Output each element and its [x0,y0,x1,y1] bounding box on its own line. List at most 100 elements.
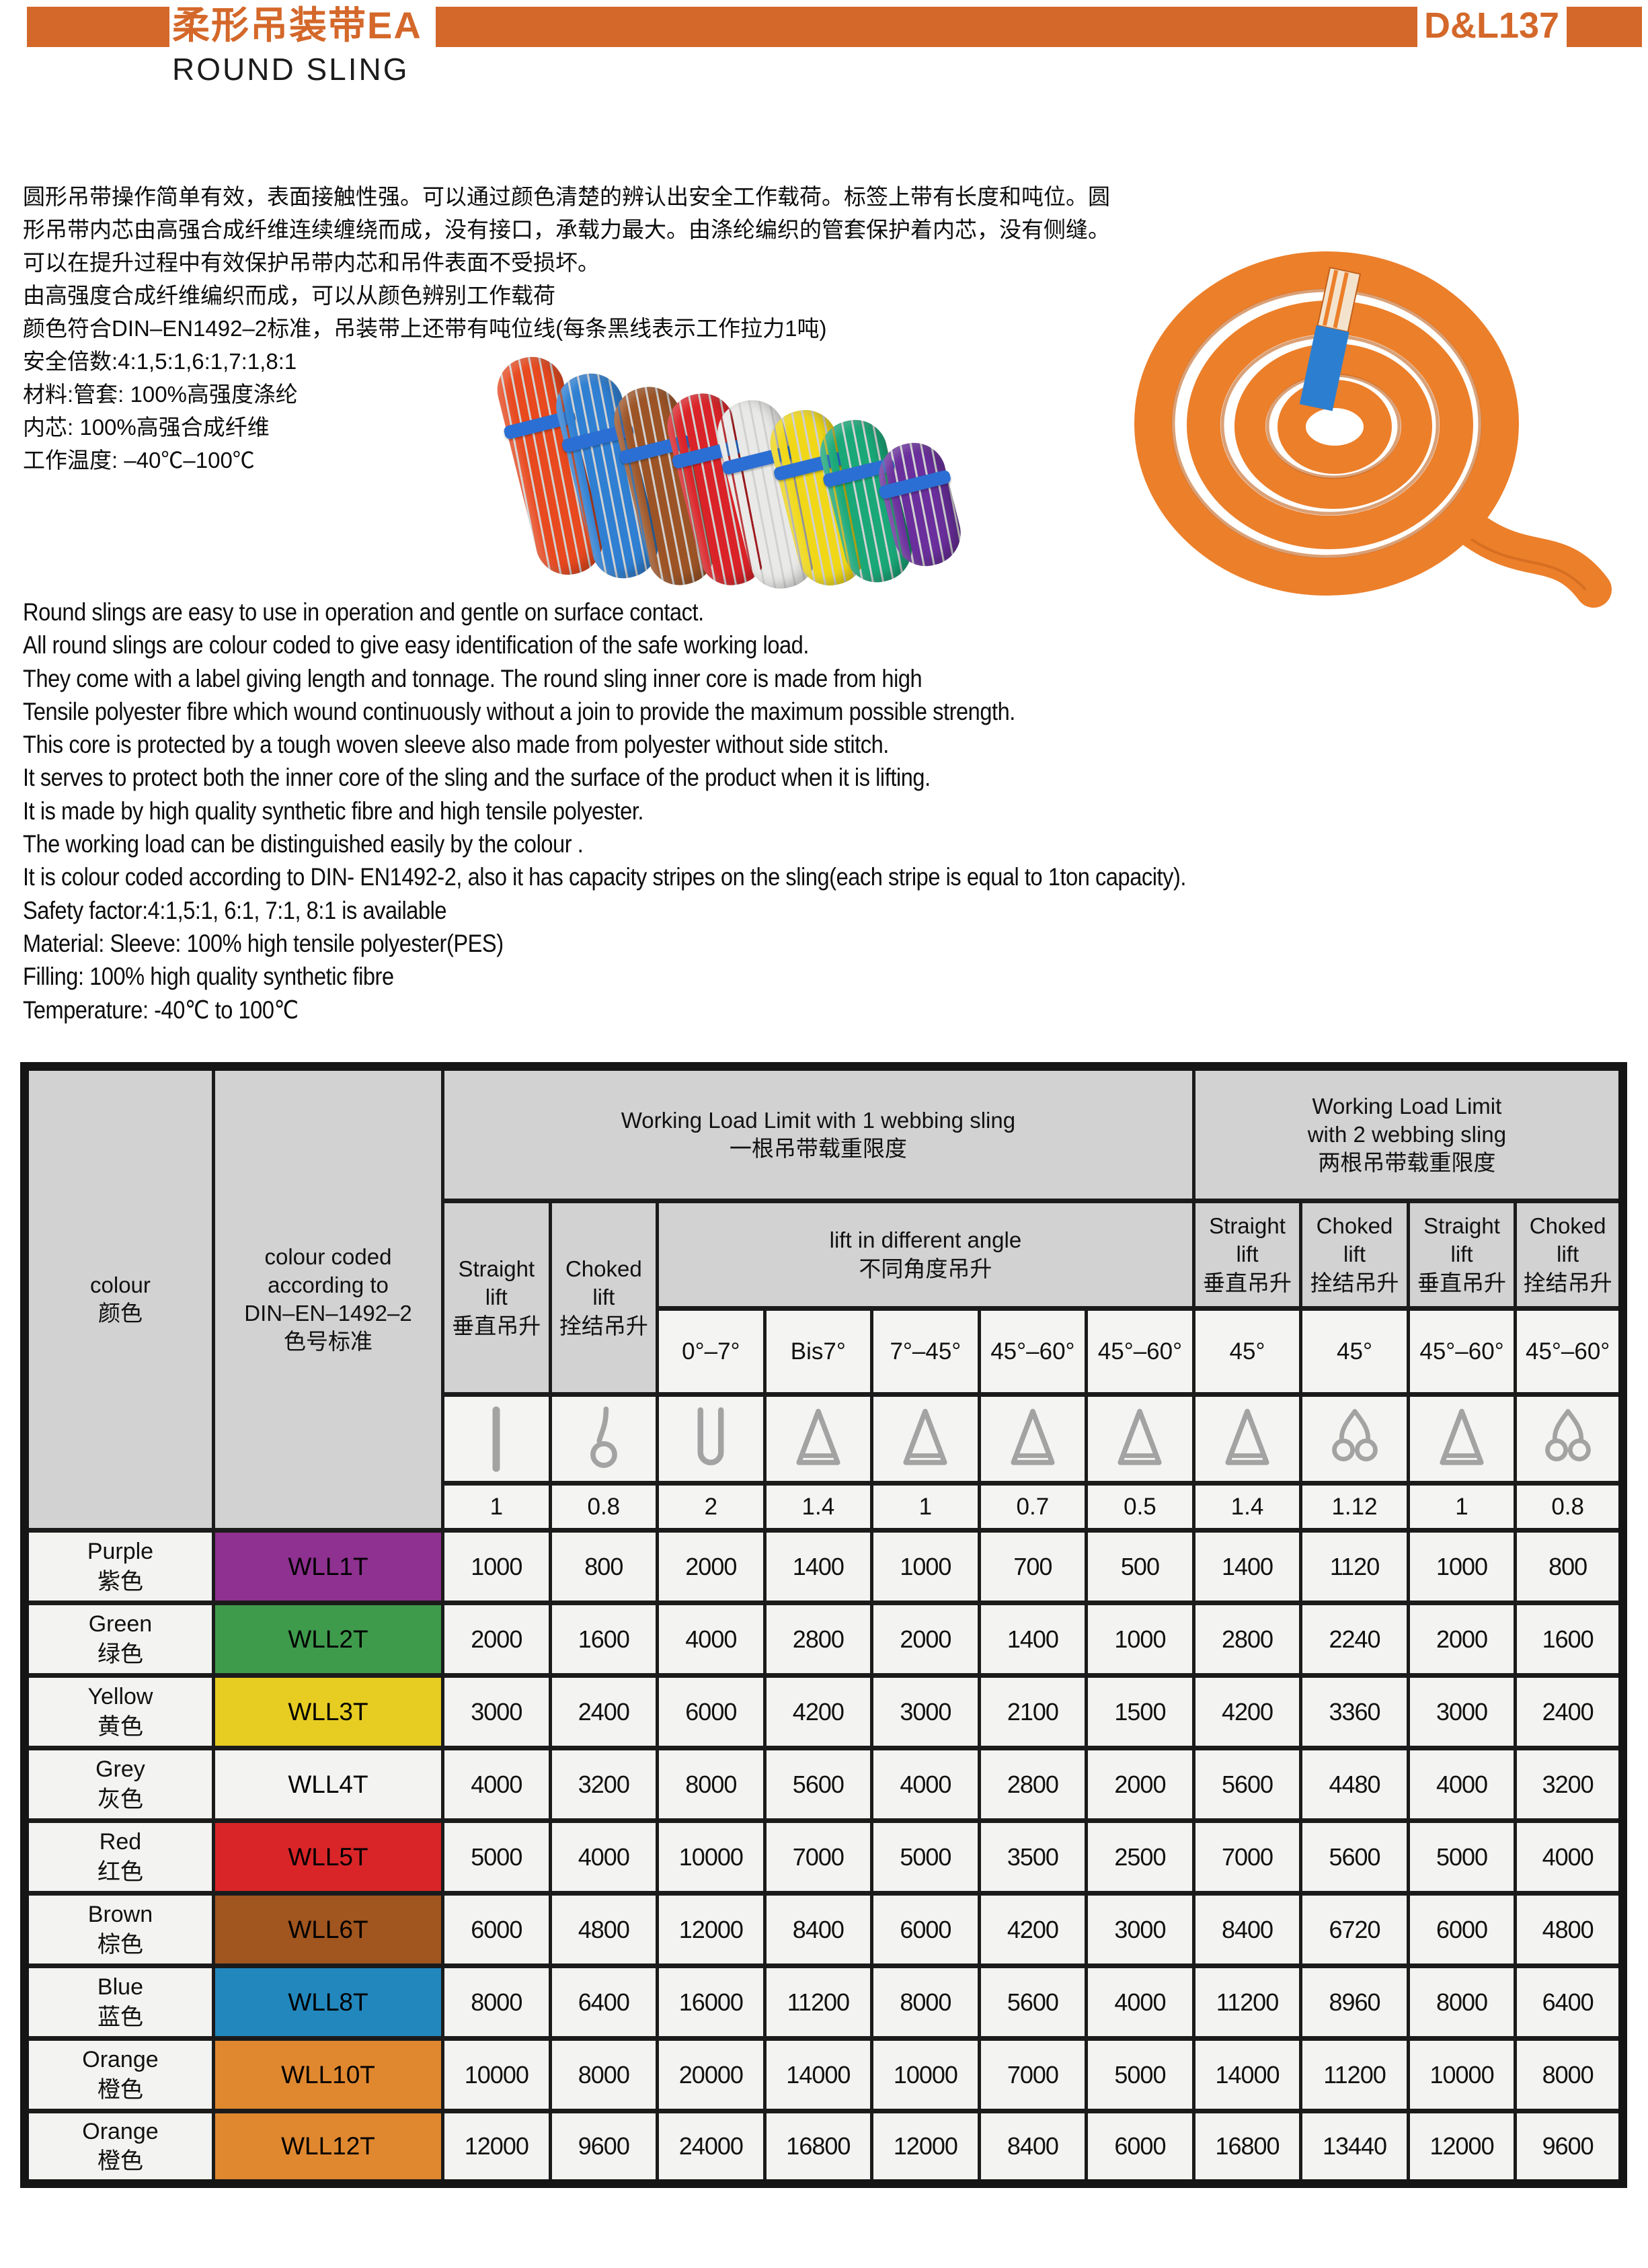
table-row: Red 红色 WLL5T 5000 4000 10000 7000 5000 3500 2500 7… [23,1818,1624,1896]
text-line: 可以在提升过程中有效保护吊带内芯和吊件表面不受损坏。 [23,250,600,275]
text-line: Safety factor:4:1,5:1, 6:1, 7:1, 8:1 is … [23,896,447,924]
text-line: Round slings are easy to use in operatio… [23,598,704,626]
value-cell: 16800 [762,2109,874,2186]
value-cell: 3000 [1406,1673,1518,1750]
straight-lift-header: Straight lift 垂直吊升 [441,1199,552,1397]
value-cell: 5600 [977,1963,1089,2041]
value-cell: 24000 [656,2109,767,2186]
value-cell: 1000 [1085,1601,1195,1678]
value-cell: 16800 [1191,2109,1303,2186]
value-cell: 1000 [441,1528,552,1605]
angle-cell: 0°–7° [656,1306,767,1397]
table-row: Orange 橙色 WLL10T 10000 8000 20000 14000 10000 70… [23,2036,1624,2113]
angle-cell: 45°–60° [1085,1306,1195,1397]
text-line: Filling: 100% high quality synthetic fib… [23,963,394,991]
angle-cell: 7°–45° [870,1306,981,1397]
value-cell: 1000 [870,1528,981,1605]
text-line: It is colour coded according to DIN- EN1… [23,863,1186,891]
triangle-lift-icon [977,1392,1089,1486]
wll-swatch-cell: WLL2T [211,1601,445,1678]
value-cell: 6000 [441,1891,552,1968]
value-cell: 2000 [441,1601,552,1678]
sling-label [1299,266,1362,411]
value-cell: 4000 [656,1601,767,1678]
triangle-lift-icon [1085,1392,1195,1486]
value-cell: 4000 [548,1818,660,1896]
value-cell: 5600 [762,1746,874,1823]
value-cell: 3000 [870,1673,981,1750]
value-cell: 10000 [870,2036,981,2113]
wll-swatch-cell: WLL4T [211,1746,445,1823]
basket-sling-icon [656,1392,767,1486]
text-line: Material: Sleeve: 100% high tensile poly… [23,929,504,957]
load-factor-cell: 1.4 [1191,1481,1303,1533]
load-factor-cell: 1.4 [762,1481,874,1533]
text-line: 圆形吊带操作简单有效，表面接触性强。可以通过颜色清楚的辨认出安全工作载荷。标签上… [23,184,1110,209]
value-cell: 6000 [1406,1891,1518,1968]
table-row: Grey 灰色 WLL4T 4000 3200 8000 5600 4000 2800 2000 5… [23,1746,1624,1823]
value-cell: 2500 [1085,1818,1195,1896]
value-cell: 2800 [762,1601,874,1678]
table-row: Brown 棕色 WLL6T 6000 4800 12000 8400 6000 4200 300… [23,1891,1624,1968]
colour-name-cell: Brown 棕色 [23,1891,215,1968]
value-cell: 5600 [1191,1746,1303,1823]
value-cell: 12000 [656,1891,767,1968]
angle-cell: 45°–60° [977,1306,1089,1397]
colour-name-cell: Grey 灰色 [23,1746,215,1823]
choked-lift-header: Choked lift 拴结吊升 [548,1199,660,1397]
value-cell: 12000 [1406,2109,1518,2186]
load-factor-cell: 1.12 [1299,1481,1410,1533]
value-cell: 7000 [762,1818,874,1896]
value-cell: 2400 [1514,1673,1624,1750]
value-cell: 14000 [762,2036,874,2113]
text-line: Tensile polyester fibre which wound cont… [23,697,1015,725]
value-cell: 8000 [548,2036,660,2113]
choked-lift-header: Choked lift 拴结吊升 [1299,1199,1410,1311]
orange-round-sling-coil-image [1134,251,1612,608]
load-factor-cell: 2 [656,1481,767,1533]
value-cell: 6000 [656,1673,767,1750]
angle-group-header: lift in different angle 不同角度吊升 [656,1199,1195,1311]
text-line: The working load can be distinguished ea… [23,830,584,858]
table-row: Blue 蓝色 WLL8T 8000 6400 16000 11200 8000 5600 400… [23,1963,1624,2041]
load-factor-cell: 1 [1406,1481,1518,1533]
spec-table: colour 颜色 colour coded according to DIN–… [20,1062,1627,2188]
value-cell: 1400 [977,1601,1089,1678]
text-line: 安全倍数:4:1,5:1,6:1,7:1,8:1 [23,349,297,374]
page-code: D&L137 [1424,5,1560,46]
value-cell: 1400 [762,1528,874,1605]
two-sling-group-header: Working Load Limit with 2 webbing sling … [1191,1064,1625,1203]
choked-sling-icon [548,1392,660,1486]
value-cell: 11200 [1191,1963,1303,2041]
value-cell: 8960 [1299,1963,1410,2041]
bundle-strap [877,469,952,500]
value-cell: 8400 [977,2109,1089,2186]
value-cell: 11200 [762,1963,874,2041]
wll-swatch-cell: WLL5T [211,1818,445,1896]
value-cell: 2000 [656,1528,767,1605]
value-cell: 800 [548,1528,660,1605]
value-cell: 8000 [870,1963,981,2041]
angle-cell: 45°–60° [1514,1306,1624,1397]
value-cell: 2000 [1406,1601,1518,1678]
value-cell: 6000 [1085,2109,1195,2186]
value-cell: 4800 [548,1891,660,1968]
triangle-lift-icon [870,1392,981,1486]
colour-name-cell: Red 红色 [23,1818,215,1896]
value-cell: 4000 [1406,1746,1518,1823]
value-cell: 5000 [870,1818,981,1896]
value-cell: 8000 [441,1963,552,2041]
angle-cell: 45° [1191,1306,1303,1397]
value-cell: 12000 [441,2109,552,2186]
value-cell: 4200 [762,1673,874,1750]
load-factor-cell: 1 [441,1481,552,1533]
text-line: It is made by high quality synthetic fib… [23,797,644,825]
colour-name-cell: Orange 橙色 [23,2109,215,2186]
text-line: 形吊带内芯由高强合成纤维连续缠绕而成，没有接口，承载力最大。由涤纶编织的管套保护… [23,217,1110,242]
angle-cell: Bis7° [762,1306,874,1397]
wll-swatch-cell: WLL10T [211,2036,445,2113]
straight-lift-header: Straight lift 垂直吊升 [1406,1199,1518,1311]
value-cell: 4200 [977,1891,1089,1968]
value-cell: 1600 [548,1601,660,1678]
